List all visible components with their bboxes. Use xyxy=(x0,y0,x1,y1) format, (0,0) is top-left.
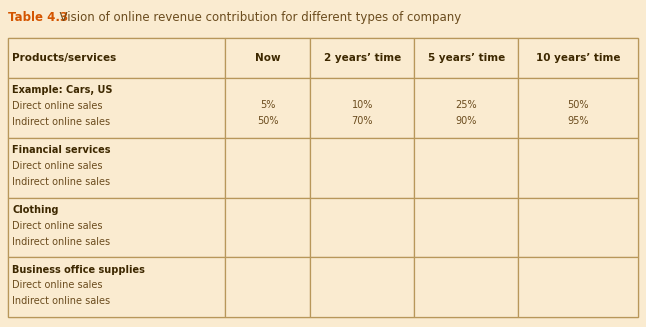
Text: 50%: 50% xyxy=(257,116,278,126)
Text: 95%: 95% xyxy=(568,116,589,126)
Text: Products/services: Products/services xyxy=(12,53,116,63)
Text: Table 4.3: Table 4.3 xyxy=(8,11,68,25)
Text: Indirect online sales: Indirect online sales xyxy=(12,177,110,187)
Text: Indirect online sales: Indirect online sales xyxy=(12,296,110,306)
Text: 10 years’ time: 10 years’ time xyxy=(536,53,621,63)
Text: Direct online sales: Direct online sales xyxy=(12,221,103,231)
Text: 5 years’ time: 5 years’ time xyxy=(428,53,505,63)
Text: Example: Cars, US: Example: Cars, US xyxy=(12,85,113,95)
Text: 2 years’ time: 2 years’ time xyxy=(324,53,401,63)
Text: Direct online sales: Direct online sales xyxy=(12,281,103,290)
Text: Financial services: Financial services xyxy=(12,145,110,155)
Text: 10%: 10% xyxy=(351,100,373,110)
Text: 70%: 70% xyxy=(351,116,373,126)
Text: Now: Now xyxy=(255,53,280,63)
Text: Vision of online revenue contribution for different types of company: Vision of online revenue contribution fo… xyxy=(52,11,461,25)
Text: Business office supplies: Business office supplies xyxy=(12,265,145,275)
Text: 5%: 5% xyxy=(260,100,276,110)
Text: Direct online sales: Direct online sales xyxy=(12,101,103,111)
Text: 25%: 25% xyxy=(455,100,477,110)
Text: Indirect online sales: Indirect online sales xyxy=(12,117,110,127)
Text: 50%: 50% xyxy=(568,100,589,110)
Text: Direct online sales: Direct online sales xyxy=(12,161,103,171)
Text: 90%: 90% xyxy=(455,116,477,126)
Text: Indirect online sales: Indirect online sales xyxy=(12,236,110,247)
Text: Clothing: Clothing xyxy=(12,205,59,215)
